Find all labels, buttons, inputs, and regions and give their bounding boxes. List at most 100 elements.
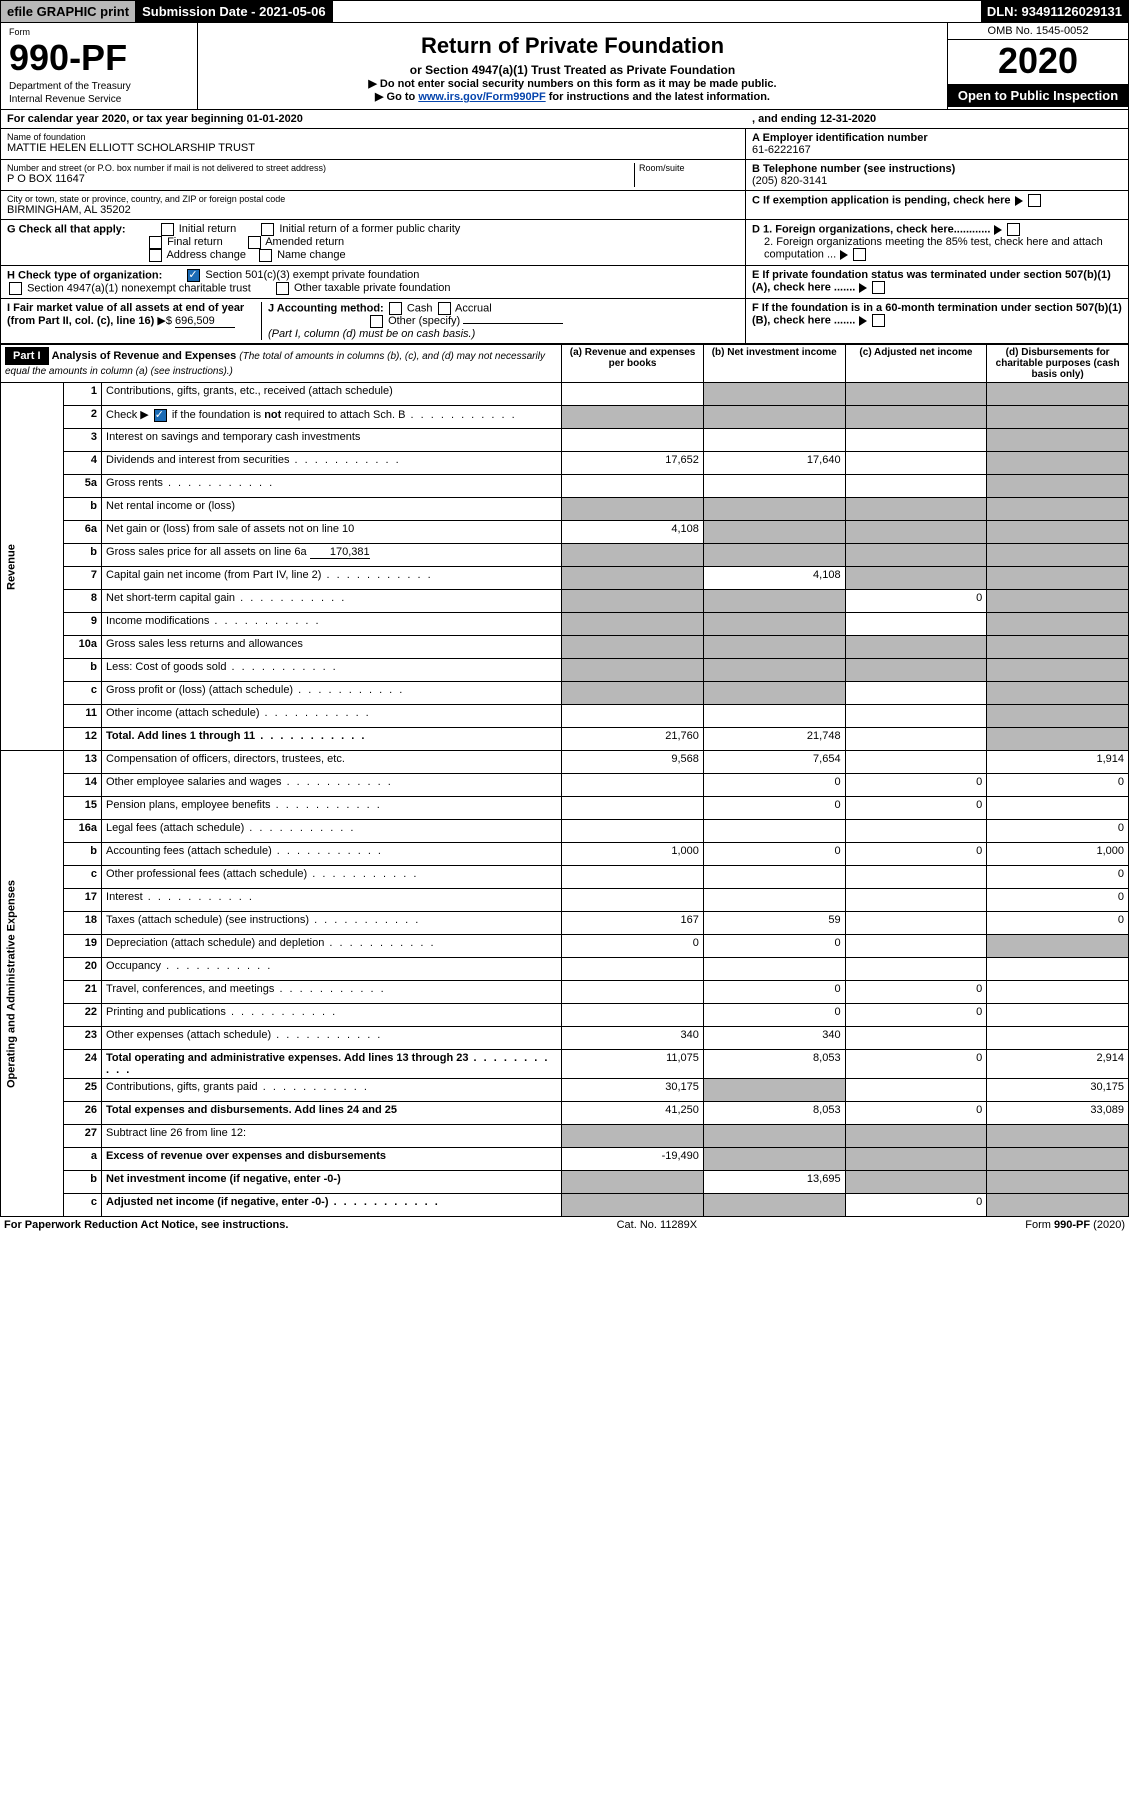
line-desc: Gross sales price for all assets on line… (102, 544, 562, 567)
line-number: 15 (63, 797, 101, 820)
c-label: C If exemption application is pending, c… (752, 194, 1011, 206)
line-number: 27 (63, 1125, 101, 1148)
city-label: City or town, state or province, country… (7, 194, 739, 204)
calendar-year-row: For calendar year 2020, or tax year begi… (0, 110, 1129, 129)
table-row: 21Travel, conferences, and meetings00 (1, 981, 1129, 1004)
col-b: (b) Net investment income (703, 345, 845, 383)
col-d: (d) Disbursements for charitable purpose… (987, 345, 1129, 383)
d1-label: D 1. Foreign organizations, check here..… (752, 223, 990, 235)
table-row: 22Printing and publications00 (1, 1004, 1129, 1027)
line-number: 6a (63, 521, 101, 544)
line-number: 14 (63, 774, 101, 797)
table-row: 17Interest0 (1, 889, 1129, 912)
part1-table: Part I Analysis of Revenue and Expenses … (0, 344, 1129, 1217)
g1-checkbox[interactable] (161, 223, 174, 236)
line-desc: Capital gain net income (from Part IV, l… (102, 567, 562, 590)
line-number: 18 (63, 912, 101, 935)
line-desc: Travel, conferences, and meetings (102, 981, 562, 1004)
line-desc: Accounting fees (attach schedule) (102, 843, 562, 866)
line-desc: Check ▶ if the foundation is not require… (102, 406, 562, 429)
form-subtitle: or Section 4947(a)(1) Trust Treated as P… (204, 63, 941, 77)
h1-checkbox[interactable] (187, 269, 200, 282)
dept: Department of the Treasury (9, 81, 189, 92)
line-number: 16a (63, 820, 101, 843)
j2-checkbox[interactable] (438, 302, 451, 315)
line-number: b (63, 843, 101, 866)
phone: (205) 820-3141 (752, 175, 1122, 187)
g5-checkbox[interactable] (149, 249, 162, 262)
form-word: Form (9, 27, 189, 37)
g4-checkbox[interactable] (248, 236, 261, 249)
open-inspection: Open to Public Inspection (948, 84, 1128, 107)
arrow-icon (994, 225, 1002, 235)
f-checkbox[interactable] (872, 314, 885, 327)
table-row: 14Other employee salaries and wages000 (1, 774, 1129, 797)
g-label: G Check all that apply: (7, 223, 126, 235)
line-number: 24 (63, 1050, 101, 1079)
line-desc: Occupancy (102, 958, 562, 981)
j3-checkbox[interactable] (370, 315, 383, 328)
line-desc: Total. Add lines 1 through 11 (102, 728, 562, 751)
line-number: 17 (63, 889, 101, 912)
side-label: Operating and Administrative Expenses (1, 751, 64, 1217)
table-row: 27Subtract line 26 from line 12: (1, 1125, 1129, 1148)
efile-label: efile GRAPHIC print (1, 1, 136, 22)
line-number: 21 (63, 981, 101, 1004)
table-row: Operating and Administrative Expenses13C… (1, 751, 1129, 774)
ein: 61-6222167 (752, 144, 1122, 156)
h2-checkbox[interactable] (9, 282, 22, 295)
addr-label: Number and street (or P.O. box number if… (7, 163, 634, 173)
topbar: efile GRAPHIC print Submission Date - 20… (0, 0, 1129, 23)
c-checkbox[interactable] (1028, 194, 1041, 207)
line-desc: Interest on savings and temporary cash i… (102, 429, 562, 452)
col-a: (a) Revenue and expenses per books (562, 345, 704, 383)
line-number: 9 (63, 613, 101, 636)
table-row: aExcess of revenue over expenses and dis… (1, 1148, 1129, 1171)
line-desc: Other expenses (attach schedule) (102, 1027, 562, 1050)
table-row: 23Other expenses (attach schedule)340340 (1, 1027, 1129, 1050)
part1-label: Part I (5, 347, 49, 365)
e-checkbox[interactable] (872, 281, 885, 294)
line-desc: Gross profit or (loss) (attach schedule) (102, 682, 562, 705)
table-row: 7Capital gain net income (from Part IV, … (1, 567, 1129, 590)
side-label: Revenue (1, 383, 64, 751)
line-desc: Total expenses and disbursements. Add li… (102, 1102, 562, 1125)
form-link[interactable]: www.irs.gov/Form990PF (418, 91, 545, 103)
table-row: cOther professional fees (attach schedul… (1, 866, 1129, 889)
h3-checkbox[interactable] (276, 282, 289, 295)
line-desc: Legal fees (attach schedule) (102, 820, 562, 843)
footer-left: For Paperwork Reduction Act Notice, see … (4, 1219, 288, 1231)
table-row: 11Other income (attach schedule) (1, 705, 1129, 728)
part1-title: Analysis of Revenue and Expenses (52, 350, 237, 362)
line-number: a (63, 1148, 101, 1171)
line-number: 1 (63, 383, 101, 406)
table-row: bLess: Cost of goods sold (1, 659, 1129, 682)
h-label: H Check type of organization: (7, 269, 162, 281)
g2-checkbox[interactable] (261, 223, 274, 236)
table-row: 8Net short-term capital gain0 (1, 590, 1129, 613)
line-number: 20 (63, 958, 101, 981)
d1-checkbox[interactable] (1007, 223, 1020, 236)
line-desc: Taxes (attach schedule) (see instruction… (102, 912, 562, 935)
line-desc: Income modifications (102, 613, 562, 636)
line-number: 8 (63, 590, 101, 613)
foundation-name: MATTIE HELEN ELLIOTT SCHOLARSHIP TRUST (7, 142, 739, 154)
line-desc: Adjusted net income (if negative, enter … (102, 1194, 562, 1217)
line-number: 2 (63, 406, 101, 429)
line-desc: Gross sales less returns and allowances (102, 636, 562, 659)
line-desc: Less: Cost of goods sold (102, 659, 562, 682)
table-row: 24Total operating and administrative exp… (1, 1050, 1129, 1079)
line-desc: Contributions, gifts, grants paid (102, 1079, 562, 1102)
j-note: (Part I, column (d) must be on cash basi… (268, 328, 475, 340)
city: BIRMINGHAM, AL 35202 (7, 204, 739, 216)
g6-checkbox[interactable] (259, 249, 272, 262)
footer-right: Form 990-PF (2020) (1025, 1219, 1125, 1231)
d2-checkbox[interactable] (853, 248, 866, 261)
line-number: 25 (63, 1079, 101, 1102)
table-row: 9Income modifications (1, 613, 1129, 636)
g3-checkbox[interactable] (149, 236, 162, 249)
line-desc: Other employee salaries and wages (102, 774, 562, 797)
j1-checkbox[interactable] (389, 302, 402, 315)
line-desc: Excess of revenue over expenses and disb… (102, 1148, 562, 1171)
d2-label: 2. Foreign organizations meeting the 85%… (764, 236, 1103, 260)
